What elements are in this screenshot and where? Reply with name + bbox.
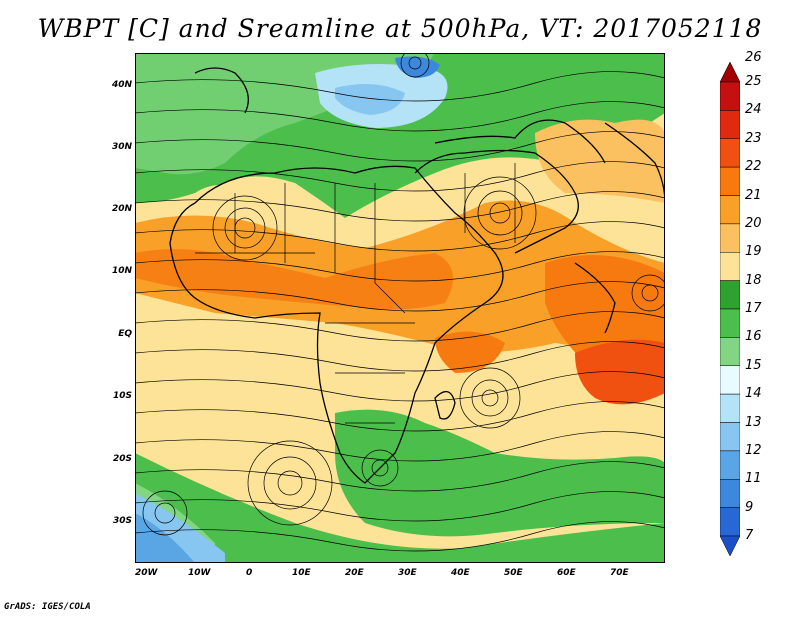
colorbar-top-arrow <box>720 62 740 83</box>
colorbar-label: 14 <box>745 386 762 402</box>
map-title: WBPT [C] and Sreamline at 500hPa, VT: 20… <box>37 14 763 43</box>
lat-label-20s: 20S <box>112 454 132 464</box>
shading-yellow-n1 <box>195 176 345 228</box>
colorbar-segment <box>720 252 740 281</box>
shading-green-south <box>135 453 665 563</box>
lon-label-30e: 30E <box>398 568 417 578</box>
colorbar-segment <box>720 337 740 366</box>
colorbar-segment <box>720 479 740 508</box>
lat-label-10n: 10N <box>111 266 132 276</box>
colorbar-label: 11 <box>745 471 762 487</box>
shading-darkorange-center <box>435 331 505 373</box>
coastlines <box>169 67 665 484</box>
colorbar-label: 12 <box>745 442 762 458</box>
lon-label-60e: 60E <box>557 568 576 578</box>
colorbar <box>720 62 740 556</box>
colorbar-label: 23 <box>745 130 762 146</box>
colorbar-segment <box>720 110 740 139</box>
shading-blue-core <box>335 84 405 115</box>
lat-label-eq: EQ <box>118 329 132 339</box>
shading-green-south2 <box>335 409 665 537</box>
colorbar-label: 17 <box>745 301 762 316</box>
colorbar-bottom-arrow <box>720 535 740 556</box>
wbpt-streamline-map <box>135 53 665 563</box>
shading-darkorange-band <box>135 249 453 310</box>
colorbar-segment <box>720 507 740 537</box>
lon-label-70e: 70E <box>610 568 629 578</box>
lon-label-20e: 20E <box>345 568 364 578</box>
lat-label-40n: 40N <box>111 80 132 90</box>
colorbar-label: 13 <box>745 414 762 430</box>
lon-label-10w: 10W <box>188 568 211 578</box>
lat-label-30s: 30S <box>112 516 132 526</box>
lat-label-20n: 20N <box>111 204 132 214</box>
colorbar-segment <box>720 422 740 452</box>
colorbar-segment <box>720 166 740 196</box>
colorbar-segment <box>720 450 740 480</box>
colorbar-label: 21 <box>745 187 762 203</box>
colorbar-label: 19 <box>745 244 762 260</box>
colorbar-segment <box>720 195 740 225</box>
colorbar-segment <box>720 308 740 338</box>
lon-label-10e: 10E <box>292 568 311 578</box>
colorbar-segment <box>720 223 740 253</box>
country-borders <box>195 163 516 424</box>
streamlines <box>135 53 665 552</box>
lon-label-0: 0 <box>246 568 253 578</box>
lon-label-50e: 50E <box>504 568 523 578</box>
colorbar-segment <box>720 138 740 168</box>
colorbar-label: 25 <box>745 74 762 89</box>
lat-label-10s: 10S <box>112 391 132 401</box>
lon-label-40e: 40E <box>451 568 470 578</box>
lat-label-30n: 30N <box>111 142 132 152</box>
colorbar-label: 7 <box>745 528 754 543</box>
colorbar-label: 24 <box>745 102 762 118</box>
colorbar-label: 9 <box>745 499 754 515</box>
colorbar-segment <box>720 365 740 395</box>
colorbar-label: 20 <box>745 215 762 231</box>
map-frame <box>135 53 665 563</box>
map-panel <box>135 53 665 563</box>
colorbar-label: 15 <box>745 357 762 373</box>
colorbar-label: 18 <box>745 272 762 288</box>
colorbar-segment <box>720 81 740 111</box>
lon-label-20w: 20W <box>135 568 158 578</box>
colorbar-label: 22 <box>745 159 762 175</box>
footer-credit: GrADS: IGES/COLA <box>4 602 91 612</box>
colorbar-label: 16 <box>745 329 762 345</box>
colorbar-segment <box>720 280 740 310</box>
colorbar-segment <box>720 393 740 423</box>
shading-blue-sw2 <box>135 513 195 563</box>
colorbar-label: 26 <box>745 49 762 65</box>
